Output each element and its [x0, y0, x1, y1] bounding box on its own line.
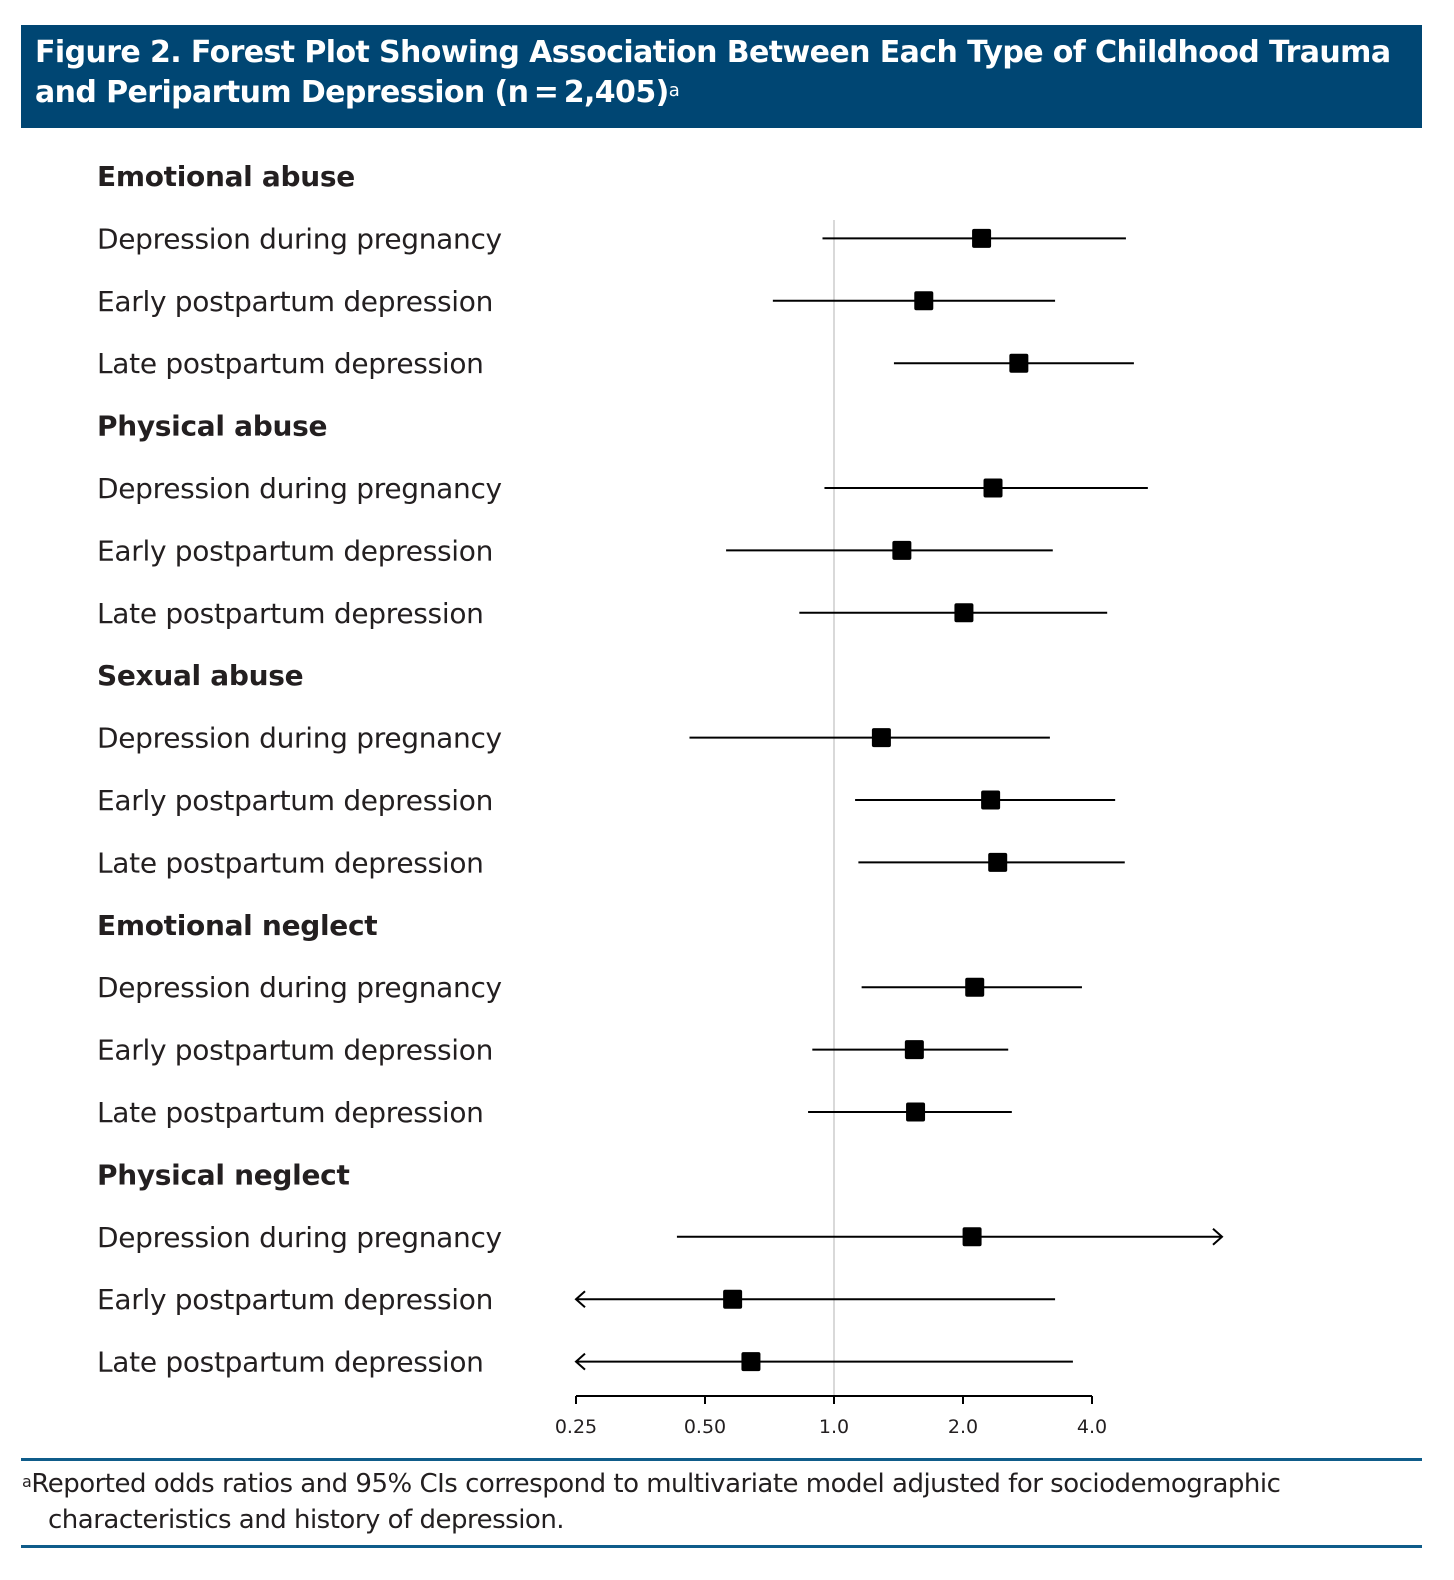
figure-title-line1: Figure 2. Forest Plot Showing Associatio…: [35, 35, 1391, 70]
ci-arrow-right: [1212, 1228, 1224, 1246]
forest-plot: Emotional abuse Depression during pregnan…: [97, 160, 1224, 1438]
row-label: Depression during pregnancy: [97, 971, 502, 1004]
footnote-marker: a: [22, 1472, 32, 1491]
ci-arrow-left: [574, 1352, 586, 1371]
point-estimate-marker: [871, 728, 891, 748]
row-label: Early postpartum depression: [97, 1283, 493, 1316]
point-estimate-marker: [983, 478, 1003, 498]
title-footnote-marker: a: [668, 80, 680, 101]
point-estimate-marker: [904, 1040, 924, 1060]
footnote-line2: characteristics and history of depressio…: [48, 1505, 565, 1535]
row-label: Early postpartum depression: [97, 784, 493, 817]
row-label: Early postpartum depression: [97, 534, 493, 567]
point-estimate-marker: [988, 852, 1008, 872]
point-estimate-marker: [962, 1227, 982, 1247]
x-tick-label: 4.0: [1077, 1416, 1107, 1438]
x-tick-label: 0.50: [684, 1416, 726, 1438]
footnote: aReported odds ratios and 95% CIs corres…: [22, 1466, 1412, 1538]
point-estimate-marker: [914, 291, 934, 311]
row-label: Depression during pregnancy: [97, 222, 502, 255]
figure-title-line2: and Peripartum Depression (n = 2,405)a: [35, 73, 1408, 113]
row-label: Early postpartum depression: [97, 285, 493, 318]
row-label: Depression during pregnancy: [97, 722, 502, 755]
point-estimate-marker: [723, 1289, 743, 1309]
point-estimate-marker: [965, 977, 985, 997]
figure-title: Figure 2. Forest Plot Showing Associatio…: [35, 33, 1408, 113]
row-label: Late postpartum depression: [97, 1346, 484, 1379]
figure-title-bar: Figure 2. Forest Plot Showing Associatio…: [21, 25, 1422, 128]
point-estimate-marker: [972, 228, 992, 248]
point-estimate-marker: [892, 540, 912, 560]
row-label: Depression during pregnancy: [97, 1221, 502, 1254]
row-label: Depression during pregnancy: [97, 472, 502, 505]
ci-arrow-left: [574, 1290, 586, 1308]
footnote-line1: Reported odds ratios and 95% CIs corresp…: [31, 1469, 1281, 1499]
point-estimate-marker: [954, 603, 974, 623]
row-label: Early postpartum depression: [97, 1034, 493, 1067]
footnote-line1-wrap: aReported odds ratios and 95% CIs corres…: [22, 1469, 1281, 1499]
group-label: Emotional abuse: [97, 160, 355, 193]
x-tick-label: 1.0: [819, 1416, 849, 1438]
group-label: Physical abuse: [97, 410, 327, 443]
group-label: Physical neglect: [97, 1158, 350, 1191]
row-label: Late postpartum depression: [97, 597, 484, 630]
point-estimate-marker: [981, 790, 1001, 810]
x-tick-label: 2.0: [948, 1416, 978, 1438]
group-label: Emotional neglect: [97, 909, 377, 942]
row-label: Late postpartum depression: [97, 846, 484, 879]
x-tick-label: 0.25: [555, 1416, 597, 1438]
footnote-top-rule: [21, 1458, 1422, 1461]
point-estimate-marker: [906, 1102, 926, 1122]
point-estimate-marker: [1009, 353, 1029, 373]
footnote-bottom-rule: [21, 1545, 1422, 1548]
point-estimate-marker: [741, 1352, 761, 1372]
figure-title-line2-text: and Peripartum Depression (n = 2,405): [35, 75, 669, 110]
row-label: Late postpartum depression: [97, 1096, 484, 1129]
group-label: Sexual abuse: [97, 659, 303, 692]
row-label: Late postpartum depression: [97, 347, 484, 380]
